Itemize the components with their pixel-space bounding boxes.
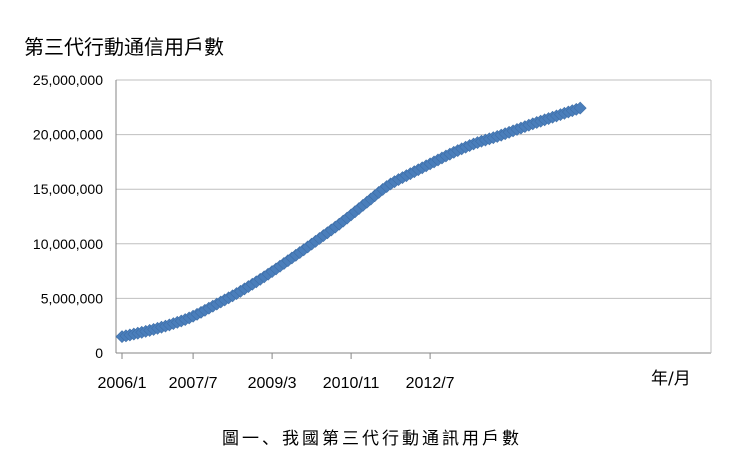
x-axis-unit-label: 年/月: [651, 369, 691, 389]
y-tick-label: 25,000,000: [33, 72, 103, 88]
y-tick-label: 0: [95, 345, 103, 361]
x-tick-label: 2010/11: [323, 375, 380, 392]
figure-caption: 圖一、我國第三代行動通訊用戶數: [222, 429, 522, 449]
series-line: [115, 101, 587, 344]
chart: 第三代行動通信用戶數 0 5,000,000 10,000,000 15,000,00…: [24, 35, 712, 392]
x-axis: 2006/1 2007/7 2009/3 2010/11 2012/7: [98, 353, 455, 392]
y-tick-label: 5,000,000: [41, 290, 103, 306]
y-tick-label: 20,000,000: [33, 127, 103, 143]
y-tick-label: 10,000,000: [33, 236, 103, 252]
data-point: [573, 101, 587, 115]
chart-title: 第三代行動通信用戶數: [24, 35, 224, 59]
series-path: [121, 106, 581, 339]
grid: [115, 79, 712, 354]
y-tick-label: 15,000,000: [33, 181, 103, 197]
x-tick-label: 2009/3: [248, 375, 297, 392]
x-tick-label: 2006/1: [98, 375, 147, 392]
x-tick-label: 2012/7: [406, 375, 455, 392]
x-tick-label: 2007/7: [169, 375, 218, 392]
y-axis-ticks: 0 5,000,000 10,000,000 15,000,000 20,000,000…: [33, 72, 103, 361]
